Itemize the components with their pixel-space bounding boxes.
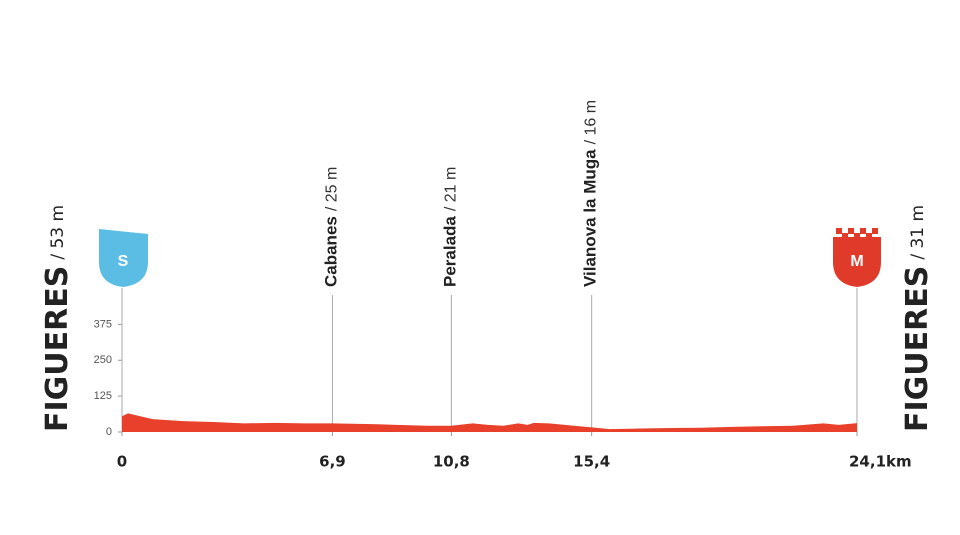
x-tick-label: 15,4 — [573, 453, 610, 471]
finish-icon: M — [833, 228, 881, 287]
start-name: FIGUERES — [40, 266, 75, 432]
start-shield — [99, 229, 148, 287]
y-tick-label: 0 — [106, 426, 112, 438]
y-tick-label: 125 — [94, 390, 112, 402]
y-tick-label: 375 — [94, 318, 112, 330]
waypoint-altitude: / 25 m — [324, 167, 341, 211]
waypoint-name: Cabanes — [322, 216, 341, 287]
x-tick-label: 10,8 — [433, 453, 470, 471]
y-tick-label: 250 — [94, 354, 112, 366]
waypoint-name: Vilanova la Muga — [581, 149, 600, 287]
waypoint-name: Peralada — [441, 216, 460, 287]
start-label: FIGUERES / 53 m — [40, 205, 75, 432]
waypoint-label: Vilanova la Muga / 16 m — [581, 100, 600, 287]
start-icon: S — [99, 229, 148, 287]
finish-altitude: / 31 m — [908, 205, 928, 260]
waypoint-label: Peralada / 21 m — [441, 167, 460, 287]
waypoint-altitude: / 16 m — [583, 100, 600, 144]
start-altitude: / 53 m — [48, 205, 68, 260]
x-tick-label: 0 — [117, 453, 127, 471]
x-tick-label: 6,9 — [319, 453, 346, 471]
finish-icon-letter: M — [850, 253, 863, 270]
waypoint-altitude: / 21 m — [443, 167, 460, 211]
start-icon-letter: S — [118, 253, 129, 270]
x-tick-label: 24,1km — [849, 453, 912, 471]
waypoint-label: Cabanes / 25 m — [322, 167, 341, 287]
finish-name: FIGUERES — [900, 266, 935, 432]
elevation-area — [122, 413, 857, 432]
checkered-top — [836, 228, 878, 238]
finish-shield — [833, 237, 881, 287]
finish-label: FIGUERES / 31 m — [900, 205, 935, 432]
